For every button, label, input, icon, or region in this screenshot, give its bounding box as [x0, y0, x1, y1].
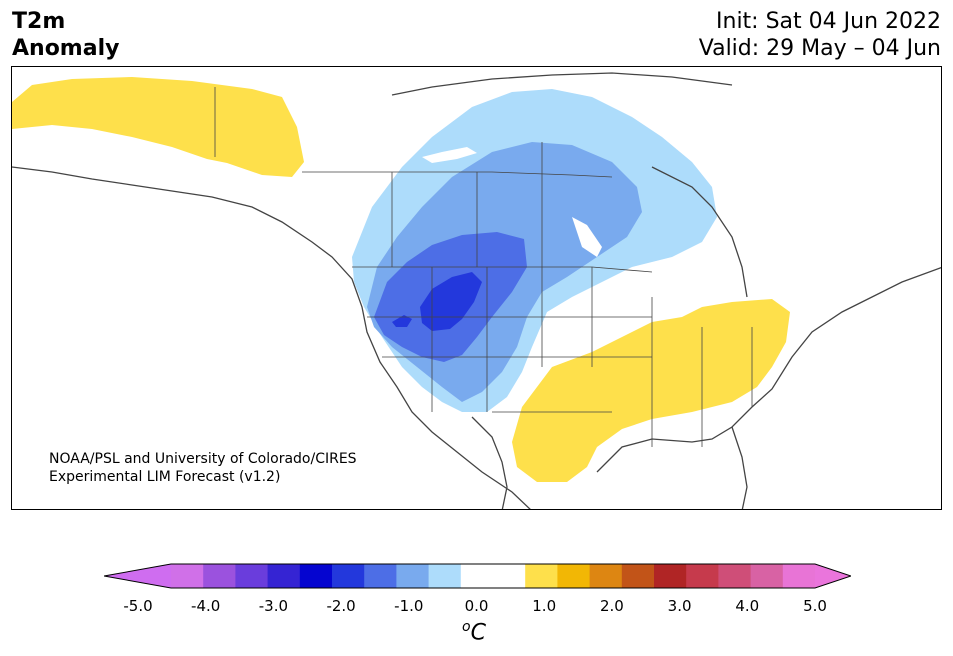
warm-anomaly-southeast-us	[512, 299, 790, 482]
colorbar-cell	[428, 564, 462, 588]
credit-line-1: NOAA/PSL and University of Colorado/CIRE…	[49, 451, 357, 467]
colorbar-tick-label: -5.0	[123, 597, 153, 615]
coastlines	[12, 72, 941, 509]
colorbar-unit: oC	[462, 619, 486, 645]
colorbar-cell	[364, 564, 397, 588]
colorbar-cell	[589, 564, 623, 588]
colorbar-tick-label: 4.0	[735, 597, 760, 615]
cool-anomaly-level-4-small	[392, 315, 412, 327]
colorbar-cell	[460, 564, 494, 588]
colorbar-cell	[493, 564, 526, 588]
colorbar-cell	[621, 564, 655, 588]
colorbar-cell	[654, 564, 687, 588]
unit-degree: o	[462, 619, 471, 635]
colorbar-tick-label: -3.0	[258, 597, 289, 615]
title-line-1: T2m	[12, 9, 66, 34]
colorbar-tick-label: 1.0	[532, 597, 557, 615]
map-title: T2m Anomaly	[12, 8, 119, 62]
colorbar-under-arrow	[104, 564, 171, 588]
colorbar-tick-label: -4.0	[191, 597, 221, 615]
colorbar-tick-label: 0.0	[464, 597, 489, 615]
colorbar-over-arrow	[815, 564, 851, 588]
colorbar-cell	[525, 564, 558, 588]
map-svg	[12, 72, 941, 509]
credit-line-2: Experimental LIM Forecast (v1.2)	[49, 469, 281, 485]
credit-text: NOAA/PSL and University of Colorado/CIRE…	[49, 450, 357, 486]
colorbar-tick-label: -2.0	[326, 597, 356, 615]
colorbar-cell	[299, 564, 333, 588]
colorbar-outline	[104, 563, 851, 589]
colorbar-cell	[332, 564, 365, 588]
cool-anomaly-level-4	[420, 272, 482, 331]
colorbar-cell	[267, 564, 301, 588]
colorbar-tick-label: 5.0	[803, 597, 827, 615]
lake-white-1	[572, 217, 602, 257]
init-date: Init: Sat 04 Jun 2022	[716, 9, 941, 34]
unit-celsius: C	[470, 620, 486, 646]
colorbar-cell	[557, 564, 591, 588]
colorbar-cell	[235, 564, 269, 588]
map-panel	[11, 66, 942, 510]
colorbar-cell	[171, 564, 204, 588]
colorbar-cells	[171, 564, 816, 588]
colorbar-cell	[203, 564, 236, 588]
colorbar	[104, 563, 851, 589]
colorbar-tick-label: 2.0	[599, 597, 624, 615]
title-line-2: Anomaly	[12, 36, 120, 61]
colorbar-cell	[718, 564, 752, 588]
colorbar-cell	[396, 564, 430, 588]
valid-range: Valid: 29 May – 04 Jun	[698, 36, 941, 61]
colorbar-tick-label: 3.0	[667, 597, 692, 615]
warm-anomaly-alaska	[12, 77, 304, 177]
colorbar-cell	[686, 564, 719, 588]
forecast-dates: Init: Sat 04 Jun 2022 Valid: 29 May – 04…	[699, 8, 941, 62]
political-borders	[214, 87, 753, 447]
colorbar-tick-labels: -5.0 -4.0 -3.0 -2.0 -1.0 0.0 1.0 2.0 3.0 4.0 5.0	[0, 597, 953, 617]
colorbar-cell	[782, 564, 816, 588]
colorbar-tick-label: -1.0	[394, 597, 424, 615]
lake-white-2	[422, 147, 477, 163]
colorbar-cell	[750, 564, 784, 588]
